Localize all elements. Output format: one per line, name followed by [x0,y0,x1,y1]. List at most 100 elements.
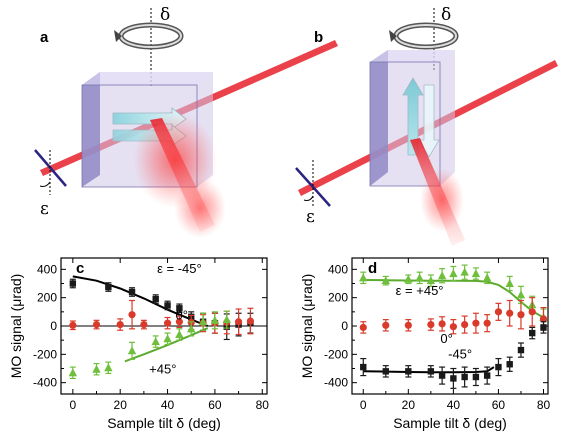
chart-c-point-circle [116,320,124,329]
chart-c-point-triangle [151,337,160,346]
chart-d-xtick-label: 60 [492,398,506,412]
chart-c-point-circle [246,317,255,325]
chart-d-point-triangle [460,267,469,276]
chart-c-annotation: ε = -45° [157,261,202,276]
chart-d-point-triangle [516,290,526,299]
chart-d-annotation: ε = +45° [396,283,444,298]
chart-d-point-square [360,363,367,371]
chart-c-point-circle [234,318,243,326]
chart-c-ytick-label: 0 [50,319,57,333]
chart-d-series-1 [359,297,548,335]
chart-c: c 0 20 40 60 80 -400 -200 0 200 400 Sample tilt δ … [8,257,270,431]
chart-c-xtick-label: 20 [114,398,128,412]
chart-d-xtick-label: 80 [537,398,551,412]
chart-d-series-2 [360,321,547,389]
chart-d-point-circle [427,320,435,329]
chart-c-ytick-label: 200 [37,291,57,305]
chart-d-point-triangle [426,276,436,285]
chart-d-xtick-label: 20 [402,398,416,412]
chart-d-point-triangle [437,271,447,280]
chart-d-point-square [529,329,536,337]
chart-d-point-square [450,375,457,382]
chart-d-point-circle [494,308,503,316]
polarizer-icon-a [34,149,67,195]
chart-c-xlabel: Sample tilt δ (deg) [107,415,221,431]
chart-c-fit-line-1 [124,327,209,363]
sample-box-side-b [370,50,388,186]
chart-d-point-circle [404,321,412,329]
chart-d-fit-line-0 [363,279,544,319]
chart-c-xtick-label: 80 [256,398,270,412]
chart-d-point-square [382,368,389,375]
chart-d-point-triangle [381,276,390,285]
chart-d-ytick-label: -400 [324,376,348,390]
chart-d-point-triangle [482,273,492,282]
chart-c-ytick-label: 400 [37,262,57,276]
chart-c-point-square [176,305,183,312]
epsilon-symbol-a: ε [40,199,49,219]
chart-d-point-circle [528,308,536,316]
chart-c-xtick-label: 60 [208,398,222,412]
panel-b-diagram: b δ ε [295,5,558,246]
chart-c-point-square [128,288,136,296]
chart-c-point-square [164,302,171,309]
chart-c-point-circle [175,318,183,326]
chart-d-point-triangle [471,269,481,278]
chart-d-xlabel: Sample tilt δ (deg) [393,415,507,431]
delta-symbol-a: δ [160,5,170,25]
chart-d-point-square [483,372,491,379]
chart-d-point-triangle [359,273,368,282]
chart-d-point-square [438,372,446,379]
chart-c-point-circle [140,320,148,329]
magnetization-arrows-b [402,77,440,158]
chart-c-annotation: 0° [176,308,188,323]
chart-c-point-triangle [187,324,196,333]
chart-d-point-square [495,363,502,371]
chart-c-point-circle [69,321,77,329]
chart-c-point-circle [92,320,101,329]
chart-c-point-square [105,283,112,291]
epsilon-symbol-b: ε [306,207,315,227]
chart-d-ytick-label: 200 [328,291,348,305]
chart-d-annotation: 0° [440,331,452,346]
chart-c-point-circle [163,319,172,327]
chart-c-point-triangle [127,346,137,355]
chart-d-ytick-label: -200 [324,347,348,361]
chart-d-point-circle [517,311,525,319]
rotation-arrow-icon [389,22,459,50]
panel-a-diagram: a δ ε [34,5,338,238]
chart-c-point-triangle [198,317,208,326]
chart-d-xtick-label: 0 [360,398,367,412]
chart-c-point-square [69,280,77,287]
chart-c-xtick-label: 40 [161,398,175,412]
chart-c-point-triangle [68,368,78,377]
chart-c-series-1 [69,299,255,336]
chart-d-point-circle [506,309,514,317]
chart-d-point-square [427,368,435,375]
chart-d-point-square [506,361,513,368]
chart-d-ytick-label: 0 [341,319,348,333]
polarizer-icon-b [295,160,331,208]
chart-c-point-square [152,295,159,303]
chart-d-annotation: -45° [448,347,472,362]
chart-d-point-circle [461,320,469,329]
chart-c-point-triangle [222,315,231,324]
chart-c-ytick-label: -400 [33,376,57,390]
chart-c-series-2 [68,310,231,380]
chart-c-ytick-label: -200 [33,347,57,361]
chart-c-point-triangle [210,315,220,324]
chart-c-letter: c [76,260,84,277]
chart-d-point-triangle [404,274,413,283]
chart-d-point-square [461,373,468,381]
chart-d-ytick-label: 400 [328,262,348,276]
chart-c-point-triangle [175,330,184,338]
chart-c-point-triangle [104,363,113,372]
chart-d-point-circle [438,320,446,328]
rotation-arrow-icon [114,22,184,50]
chart-d-point-square [540,324,547,331]
chart-d-point-square [472,373,480,381]
panel-b-letter: b [314,29,323,46]
chart-c-point-circle [128,311,136,319]
chart-d-point-circle [382,321,390,329]
